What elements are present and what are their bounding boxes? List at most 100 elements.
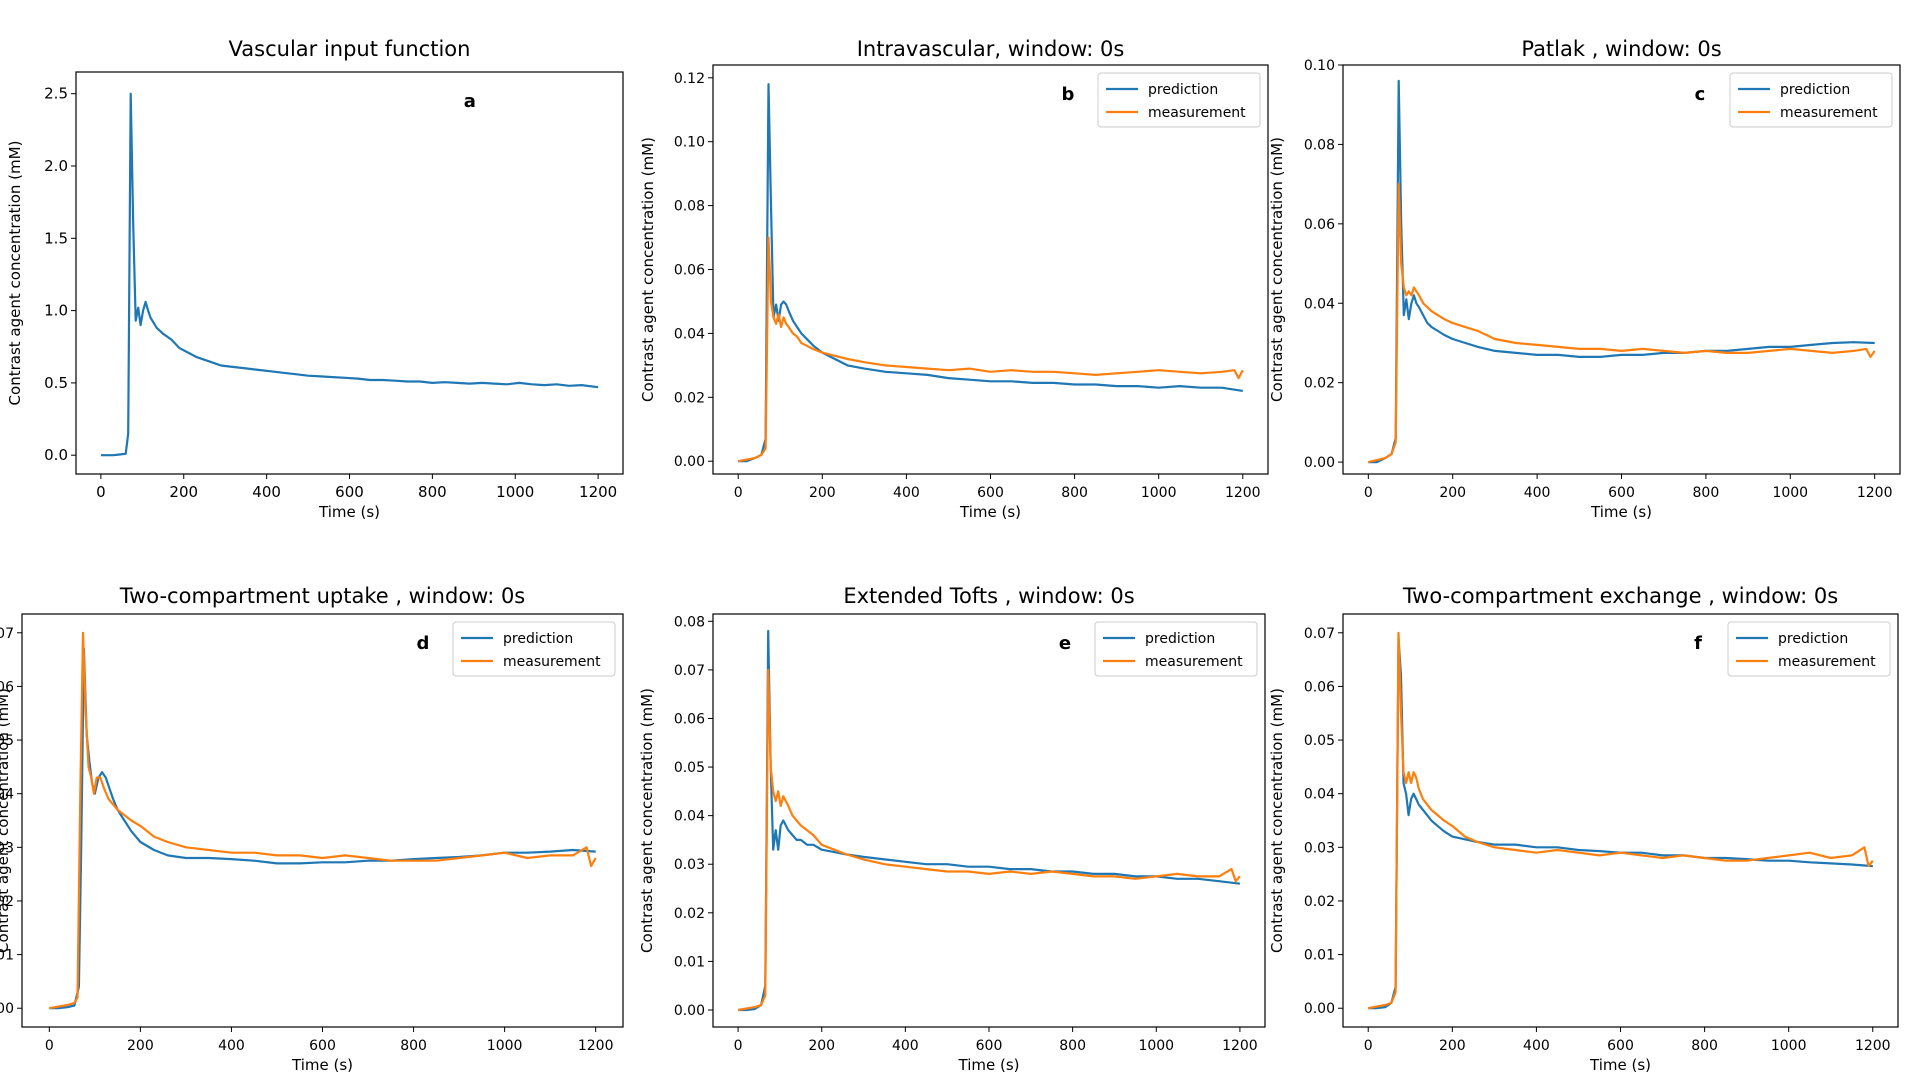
y-tick-label: 0.08	[674, 614, 705, 630]
legend: prediction measurement	[1097, 72, 1261, 128]
series-line-measurement	[1368, 183, 1876, 464]
y-tick-label: 0.07	[1304, 626, 1335, 642]
x-tick-label: 200	[1439, 485, 1466, 501]
x-tick-label: 0	[1364, 485, 1373, 501]
legend-label-measurement: measurement	[1778, 654, 1876, 670]
chart-title: Two-compartment uptake , window: 0s	[119, 584, 526, 608]
y-tick-label: 0.03	[0, 840, 14, 856]
chart-panel-b: 0 200 400 600 800 1000 1200 0.00 0.02 0.04 0.06 0.0…	[639, 37, 1269, 521]
series-line-measurement	[1367, 631, 1874, 1010]
x-tick-label: 200	[1439, 1038, 1466, 1054]
x-tick-label: 400	[252, 483, 281, 501]
y-tick-label: 0.06	[674, 263, 705, 279]
legend-label-prediction: prediction	[1778, 631, 1848, 647]
x-tick-label: 0	[96, 483, 106, 501]
x-tick-label: 1000	[1772, 485, 1808, 501]
y-tick-label: 2.5	[44, 85, 68, 103]
y-tick-label: 0.04	[674, 809, 705, 825]
y-tick-label: 0.02	[674, 906, 705, 922]
legend-box	[1097, 72, 1261, 128]
y-axis-label: Contrast agent concentration (mM)	[638, 688, 656, 953]
y-tick-label: 0.03	[674, 857, 705, 873]
x-tick-label: 200	[809, 485, 836, 501]
y-tick-label: 0.01	[1304, 948, 1335, 964]
x-axis-label: Time (s)	[958, 1056, 1020, 1074]
y-tick-label: 0.12	[674, 71, 705, 87]
x-tick-label: 800	[1061, 485, 1088, 501]
y-axis-label: Contrast agent concentration (mM)	[0, 688, 12, 953]
x-tick-label: 600	[1607, 1038, 1634, 1054]
series-line-prediction	[738, 83, 1243, 463]
x-tick-label: 1200	[578, 1038, 614, 1054]
legend-box	[1729, 72, 1893, 128]
y-tick-label: 0.0	[44, 446, 68, 464]
chart-title: Vascular input function	[229, 37, 471, 61]
y-tick-label: 0.05	[1304, 733, 1335, 749]
y-tick-label: 0.00	[674, 454, 705, 470]
y-tick-label: 0.06	[674, 711, 705, 727]
x-tick-label: 1000	[496, 483, 534, 501]
x-tick-label: 200	[808, 1038, 835, 1054]
series-line-prediction	[1368, 636, 1873, 1010]
y-tick-label: 0.00	[0, 1001, 14, 1017]
y-tick-label: 0.00	[1304, 1001, 1335, 1017]
y-tick-label: 0.05	[0, 733, 14, 749]
x-tick-label: 1200	[1855, 1038, 1891, 1054]
x-tick-label: 800	[1059, 1038, 1086, 1054]
x-tick-label: 400	[1524, 485, 1551, 501]
series-line-prediction	[1368, 79, 1875, 464]
legend-label-measurement: measurement	[503, 654, 601, 670]
y-tick-label: 0.5	[44, 374, 68, 392]
x-tick-label: 800	[400, 1038, 427, 1054]
x-axis-label: Time (s)	[1590, 503, 1652, 521]
x-tick-label: 1000	[1141, 485, 1177, 501]
y-tick-label: 0.01	[0, 948, 14, 964]
y-tick-label: 0.02	[674, 390, 705, 406]
x-tick-label: 600	[977, 485, 1004, 501]
y-tick-label: 0.00	[1304, 455, 1335, 471]
chart-panel-a: 0 200 400 600 800 1000 1200 0.0 0.5 1.0 1.5 2.0 2.5 V…	[6, 37, 624, 521]
legend-label-measurement: measurement	[1148, 105, 1246, 121]
series-line-measurement	[737, 668, 1241, 1012]
x-tick-label: 0	[1364, 1038, 1373, 1054]
legend-box	[452, 621, 616, 677]
y-tick-label: 0.02	[0, 894, 14, 910]
y-tick-label: 0.05	[674, 760, 705, 776]
y-tick-label: 0.02	[1304, 894, 1335, 910]
x-axis-label: Time (s)	[1589, 1056, 1651, 1074]
panel-label: b	[1062, 84, 1075, 105]
x-tick-label: 200	[127, 1038, 154, 1054]
x-tick-label: 400	[892, 1038, 919, 1054]
x-tick-label: 800	[1693, 485, 1720, 501]
x-tick-label: 400	[1523, 1038, 1550, 1054]
y-tick-label: 0.06	[1304, 679, 1335, 695]
y-tick-label: 0.06	[0, 679, 14, 695]
panel-label: d	[417, 633, 430, 654]
legend: prediction measurement	[1094, 621, 1258, 677]
x-tick-label: 0	[734, 1038, 743, 1054]
legend: prediction measurement	[452, 621, 616, 677]
x-tick-label: 600	[1608, 485, 1635, 501]
x-tick-label: 600	[976, 1038, 1003, 1054]
panel-label: a	[464, 91, 476, 112]
x-axis-label: Time (s)	[959, 503, 1021, 521]
y-axis-label: Contrast agent concentration (mM)	[6, 141, 24, 406]
y-tick-label: 0.10	[674, 135, 705, 151]
panel-label: c	[1695, 84, 1706, 105]
chart-panel-d: 0 200 400 600 800 1000 1200 0.00 0.01 0.02 0.03 0.0…	[0, 584, 624, 1074]
y-axis-label: Contrast agent concentration (mM)	[1268, 137, 1286, 402]
y-tick-label: 2.0	[44, 157, 68, 175]
x-tick-label: 1000	[487, 1038, 523, 1054]
x-tick-label: 800	[418, 483, 447, 501]
legend-label-measurement: measurement	[1780, 105, 1878, 121]
axes-frame	[75, 71, 624, 475]
series-line-measurement	[737, 236, 1244, 463]
chart-title: Patlak , window: 0s	[1521, 37, 1721, 61]
chart-panel-c: 0 200 400 600 800 1000 1200 0.00 0.02 0.04 0.06 0.0…	[1268, 37, 1901, 521]
series-line-prediction	[738, 629, 1241, 1012]
y-tick-label: 0.07	[674, 663, 705, 679]
x-tick-label: 200	[169, 483, 198, 501]
panel-label: e	[1059, 633, 1071, 654]
x-tick-label: 1200	[1225, 485, 1261, 501]
